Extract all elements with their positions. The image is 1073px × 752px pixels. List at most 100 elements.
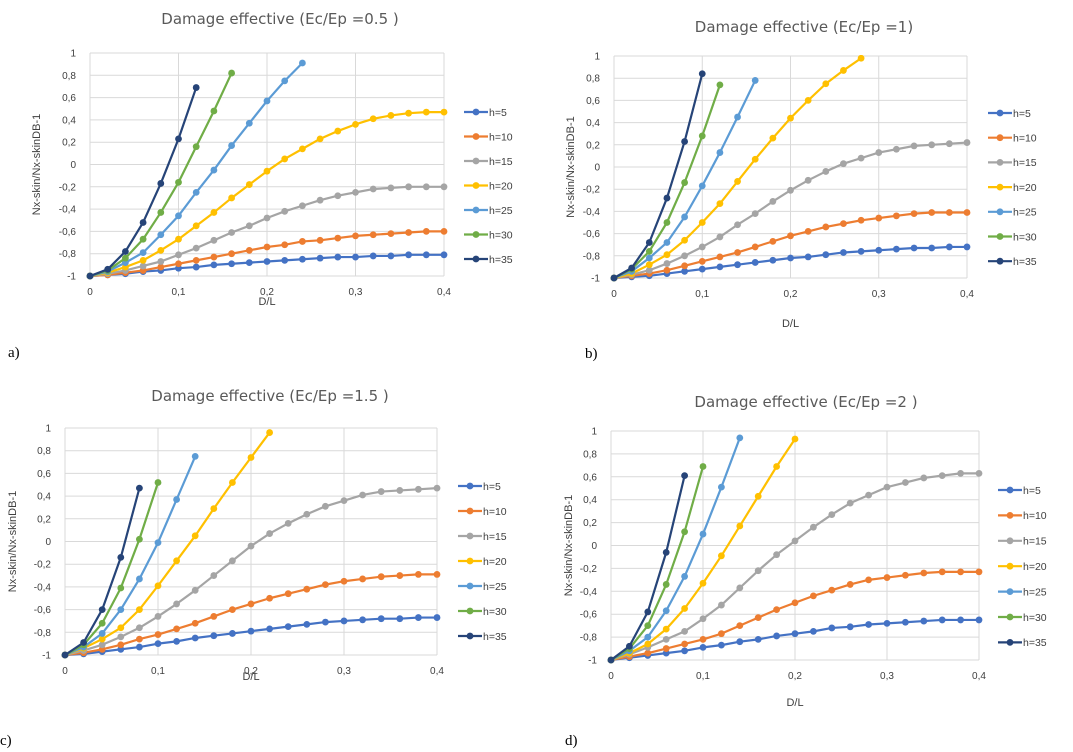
chart3-point-h-15-7	[736, 584, 744, 592]
chart1-point-h-5-13	[840, 249, 847, 256]
chart2-legend-item-h-5: h=5	[458, 481, 501, 493]
chart1-point-h-15-19	[945, 140, 953, 148]
chart0-point-h-10-12	[299, 238, 306, 245]
chart2-point-h-5-9	[229, 630, 236, 637]
chart0-xtick-0: 0	[87, 287, 93, 298]
chart3-legend-label-h-5: h=5	[1023, 485, 1041, 497]
chart1-point-h-5-6	[716, 263, 724, 271]
chart3-point-h-10-15	[883, 574, 891, 581]
chart0-point-h-30-4	[157, 209, 165, 216]
chart1-point-h-15-13	[840, 160, 847, 168]
chart1-point-h-10-6	[716, 253, 724, 261]
chart2-point-h-15-4	[136, 624, 143, 632]
chart3-point-h-10-11	[810, 592, 817, 600]
chart0-point-h-15-15	[352, 188, 359, 196]
chart2-legend-item-h-20: h=20	[458, 556, 507, 568]
chart0-point-h-30-2	[122, 254, 129, 262]
chart2-series-h-35	[61, 484, 143, 659]
chart1-point-h-20-7	[734, 178, 741, 185]
chart1-legend-marker-h-25	[996, 208, 1004, 216]
chart1-panel-label: b)	[585, 346, 598, 362]
chart3-point-h-35-4	[681, 472, 688, 480]
chart0-ytick-8: 0,6	[62, 93, 76, 104]
chart2-point-h-5-7	[191, 634, 199, 642]
chart3-point-h-15-3	[662, 635, 670, 643]
chart1-series-h-5	[610, 243, 971, 282]
chart2-point-h-15-7	[191, 586, 199, 594]
chart3-series-h-25	[607, 434, 744, 664]
chart0-point-h-25-9	[245, 119, 253, 127]
chart2-point-h-5-15	[340, 617, 348, 625]
chart1-point-h-35-5	[698, 70, 706, 78]
chart3-line-h-30	[610, 466, 705, 661]
chart0-legend-label-h-30: h=30	[489, 229, 513, 241]
chart3-legend-marker-h-25	[1006, 588, 1014, 595]
chart1-point-h-10-13	[840, 220, 847, 228]
chart2-point-h-5-20	[433, 614, 441, 621]
chart3-point-h-5-10	[791, 630, 799, 638]
chart2-point-h-10-11	[266, 594, 273, 602]
chart2-panel-label: c)	[0, 733, 12, 749]
chart3-point-h-15-11	[810, 523, 817, 531]
chart2-point-h-10-8	[210, 613, 218, 620]
chart3-point-h-5-5	[699, 644, 707, 651]
chart3-point-h-5-8	[754, 635, 762, 643]
chart1-xtick-4: 0,4	[960, 289, 974, 300]
chart0-legend-label-h-35: h=35	[489, 254, 513, 266]
chart3-ytick-5: 0	[591, 541, 597, 552]
chart3-line-h-35	[610, 475, 686, 661]
chart1-ylabel: Nx-skin/Nx-skinDB-1	[565, 116, 577, 217]
chart0-point-h-25-3	[139, 249, 147, 256]
chart1-point-h-5-15	[875, 246, 883, 254]
chart2-point-h-20-8	[210, 505, 218, 512]
chart1-point-h-20-12	[822, 80, 830, 88]
chart1-ytick-2: -0,6	[583, 229, 601, 240]
chart0-xtick-1: 0,1	[172, 287, 186, 298]
chart0-point-h-5-18	[405, 251, 412, 259]
chart2-xtick-2: 0,2	[244, 666, 258, 677]
chart0-point-h-15-18	[405, 183, 412, 191]
chart0-point-h-5-7	[210, 261, 218, 269]
chart2-legend-item-h-25: h=25	[458, 581, 507, 593]
chart3-point-h-15-4	[681, 627, 688, 635]
chart3-point-h-20-9	[773, 463, 780, 470]
chart1-legend-marker-h-20	[996, 183, 1004, 191]
chart3-ytick-6: 0,2	[583, 518, 597, 529]
chart2-legend-label-h-35: h=35	[483, 631, 507, 643]
chart1-point-h-10-14	[857, 216, 865, 224]
chart1-point-h-15-6	[716, 233, 724, 241]
chart3-point-h-15-9	[773, 551, 780, 559]
chart1-point-h-10-11	[804, 227, 812, 235]
chart0-point-h-25-6	[192, 188, 200, 196]
chart3-legend-marker-h-30	[1006, 613, 1014, 621]
chart2-ytick-2: -0,6	[34, 605, 52, 616]
chart0-point-h-20-15	[352, 120, 359, 128]
chart1-ytick-7: 0,4	[586, 118, 600, 129]
chart2-panel: Damage effective (Ec/Ep =1.5 ) -1 -0,8 -0,6…	[0, 387, 507, 749]
chart3-legend-label-h-30: h=30	[1023, 612, 1047, 624]
chart2-ytick-10: 1	[45, 424, 51, 435]
chart2-xtick-1: 0,1	[151, 666, 165, 677]
chart1-xtick-3: 0,3	[872, 289, 886, 300]
chart0-point-h-15-6	[192, 244, 200, 252]
chart0-point-h-10-18	[405, 229, 412, 236]
chart1-legend-label-h-35: h=35	[1013, 256, 1037, 268]
chart3-ytick-7: 0,4	[583, 495, 597, 506]
chart1-legend-item-h-5: h=5	[988, 108, 1031, 120]
chart2-point-h-15-20	[433, 484, 441, 492]
chart0-point-h-30-7	[210, 107, 218, 115]
chart1-point-h-25-3	[663, 239, 671, 246]
chart2-legend-label-h-15: h=15	[483, 531, 507, 543]
chart0-point-h-5-14	[334, 253, 342, 261]
chart1-legend-item-h-10: h=10	[988, 133, 1037, 145]
chart0-point-h-30-6	[192, 143, 200, 151]
chart2-point-h-15-5	[154, 613, 162, 620]
chart3-series-h-10	[607, 568, 983, 664]
chart2-point-h-20-4	[136, 606, 143, 613]
chart0-point-h-10-6	[192, 256, 200, 264]
chart3-point-h-25-7	[736, 434, 744, 442]
chart3-point-h-20-8	[754, 492, 762, 500]
chart3-point-h-10-14	[865, 576, 872, 584]
chart0-legend-item-h-10: h=10	[464, 131, 513, 143]
